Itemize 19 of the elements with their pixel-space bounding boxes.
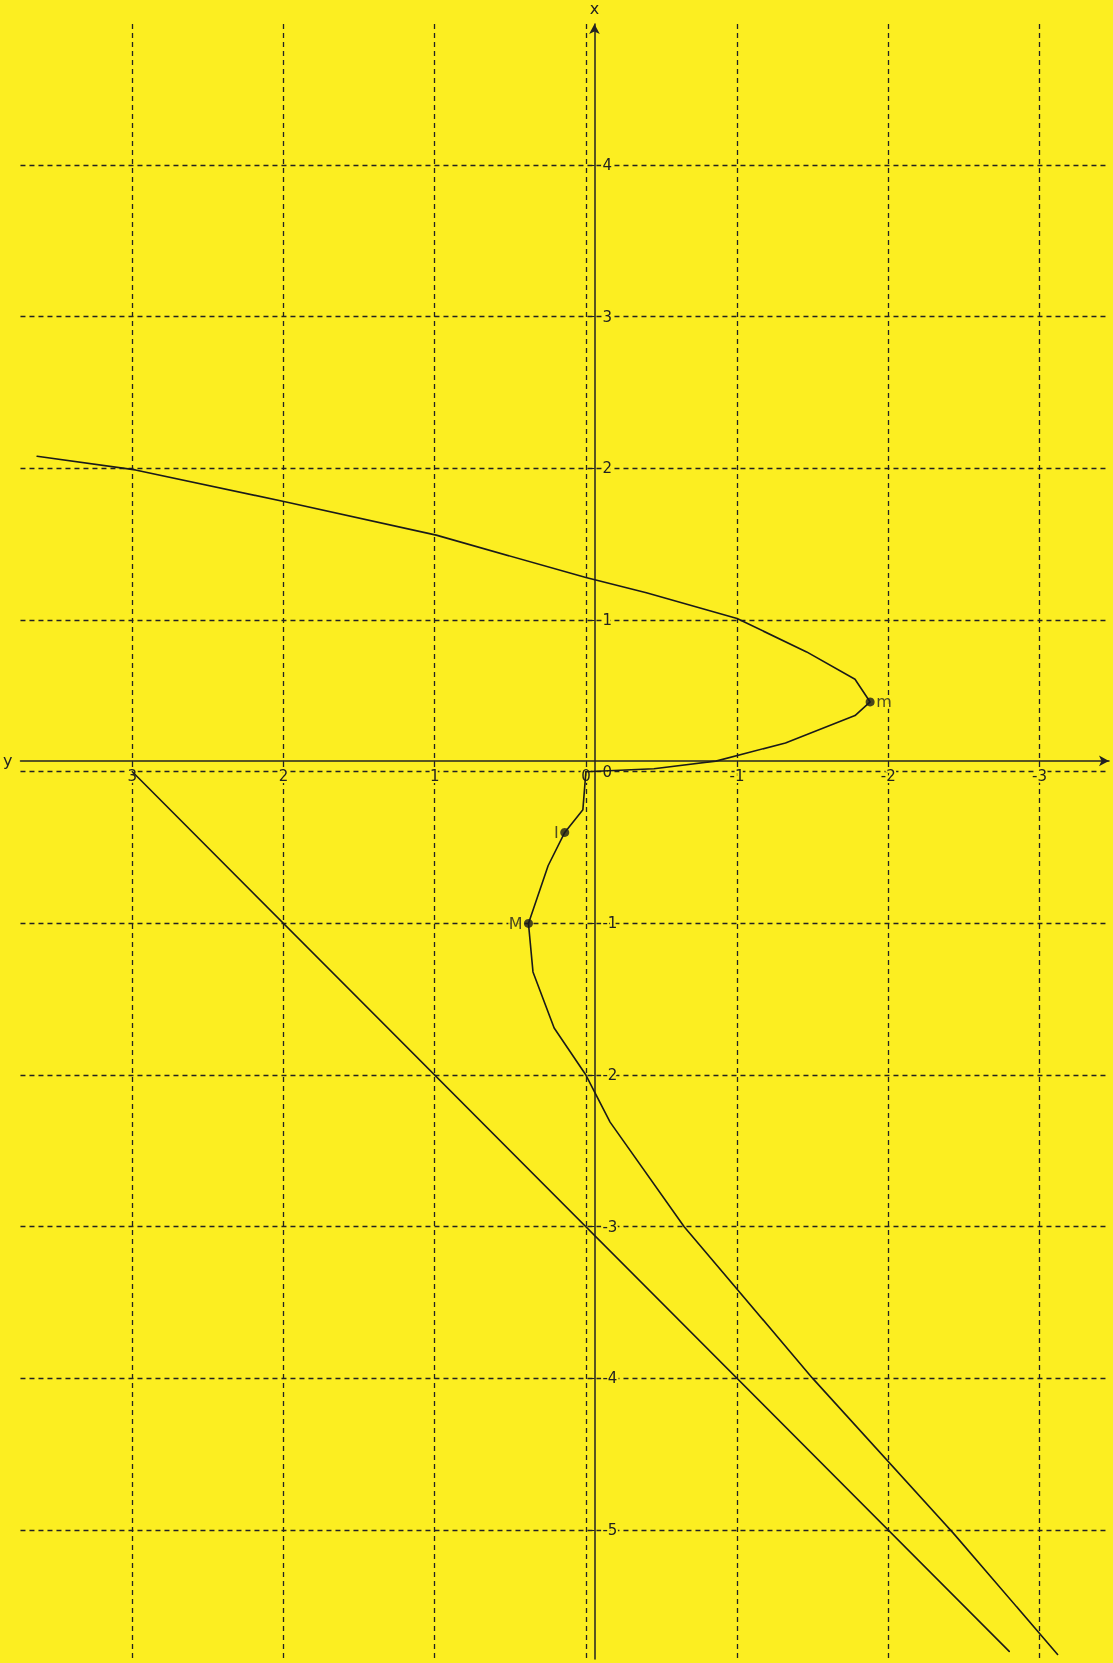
- y-axis-title: x: [589, 0, 600, 18]
- y-tick-label: 1: [602, 611, 612, 630]
- y-tick-label: 2: [602, 459, 612, 478]
- x-tick-label: 3: [127, 767, 138, 786]
- y-tick-label: -4: [602, 1369, 618, 1388]
- annotation: I: [554, 822, 559, 842]
- y-tick-label: -5: [602, 1521, 618, 1540]
- x-tick-label: 1: [429, 767, 440, 786]
- x-tick-label: 2: [278, 767, 289, 786]
- x-tick-label: -3: [1031, 767, 1047, 786]
- x-axis-title: y: [3, 751, 13, 771]
- y-tick-label: -1: [602, 914, 618, 933]
- annotation: m: [876, 692, 892, 712]
- x-tick-label: -1: [729, 767, 745, 786]
- y-tick-label: -3: [602, 1217, 618, 1236]
- x-tick-label: -2: [880, 767, 896, 786]
- y-tick-label: 4: [602, 156, 612, 175]
- y-tick-label: 3: [602, 307, 612, 326]
- y-tick-label: -2: [602, 1066, 618, 1085]
